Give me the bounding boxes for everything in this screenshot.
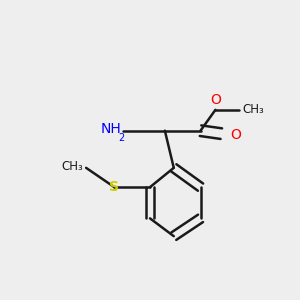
Text: 2: 2 [118,133,125,143]
Text: O: O [230,128,241,142]
Text: CH₃: CH₃ [61,160,83,173]
Text: CH₃: CH₃ [242,103,264,116]
Text: O: O [210,93,221,107]
Text: NH: NH [101,122,122,136]
Text: S: S [109,180,119,194]
